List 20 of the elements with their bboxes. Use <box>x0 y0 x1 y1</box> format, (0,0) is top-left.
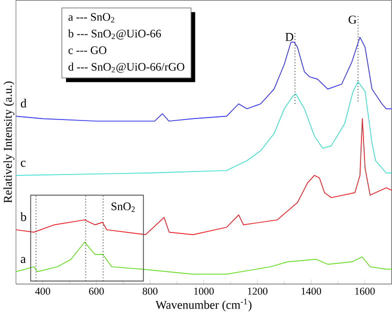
text: a --- SnO$_{2}$ <box>68 13 114 23</box>
ref-line-label: D <box>285 33 294 42</box>
ref-line-label: G <box>348 16 356 24</box>
x-tick-label: 600 <box>89 288 104 295</box>
y-axis-title: Relatively Intensity (a.u.) <box>3 82 14 203</box>
annotation: d --- SnO$_{2}$@UiO-66/rGO <box>68 62 184 73</box>
x-tick-label: 400 <box>35 288 50 295</box>
x-tick-label: 1000 <box>194 288 214 295</box>
series-label: a <box>20 257 26 264</box>
series-label: b <box>20 212 26 222</box>
x-tick-label: 1200 <box>248 288 268 295</box>
x-tick-label: 1600 <box>355 288 375 295</box>
x-tick-label: 800 <box>142 288 158 295</box>
series-label: d <box>20 98 26 108</box>
series-label: c <box>20 160 26 167</box>
ref-line-label: SnO$_{2}$ <box>112 202 135 212</box>
x-axis-title: Wavenumber (cm$^{-1}$) <box>156 298 252 312</box>
x-tick-label: 1400 <box>302 288 322 295</box>
annotation: b --- SnO$_{2}$@UiO-66 <box>68 30 161 40</box>
annotation: c --- GO <box>68 46 106 54</box>
